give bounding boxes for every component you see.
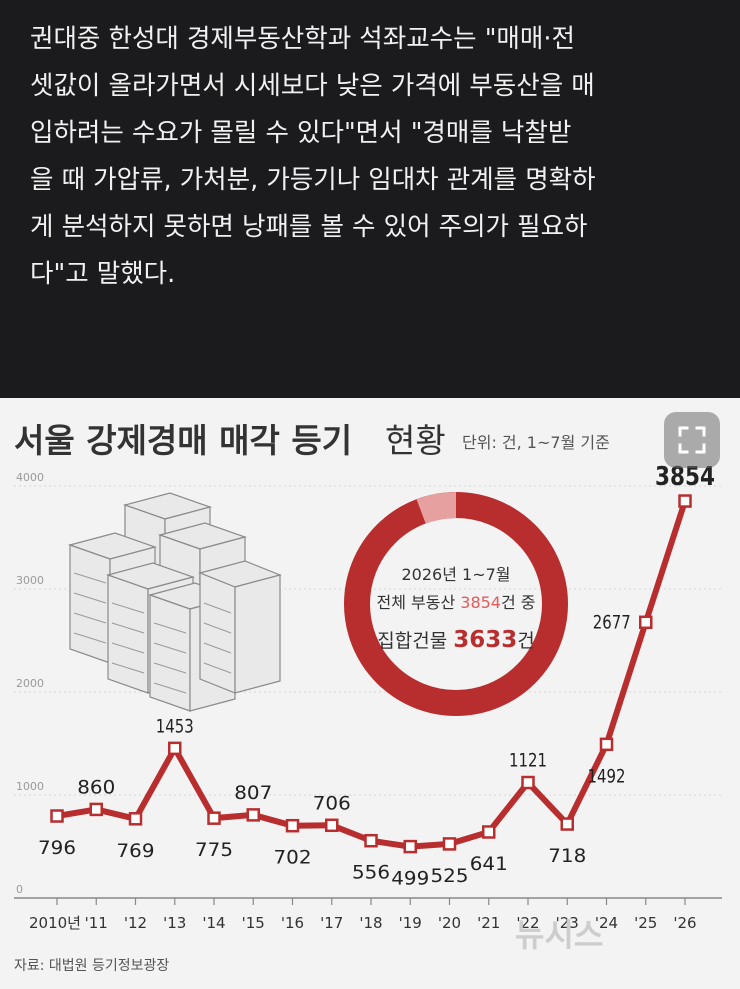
data-label: 1453 (156, 715, 194, 737)
x-tick-label: '25 (634, 914, 657, 932)
donut-total-prefix: 전체 부동산 (376, 593, 460, 612)
y-tick-label: 1000 (16, 780, 44, 793)
y-tick-label: 2000 (16, 677, 44, 690)
data-point (128, 812, 143, 826)
data-point (50, 809, 64, 823)
donut-part-prefix: 집합건물 (377, 630, 453, 652)
data-label: 796 (38, 837, 76, 859)
data-point (521, 775, 535, 790)
data-label: 702 (274, 847, 312, 869)
x-tick-label: '13 (163, 914, 186, 932)
donut-period: 2026년 1~7월 (401, 565, 510, 584)
data-markers (50, 494, 692, 854)
x-tick-label: '23 (556, 914, 579, 932)
article-line: 셋값이 올라가면서 시세보다 낮은 가격에 부동산을 매 (30, 71, 595, 101)
data-point (168, 741, 182, 756)
chart-title-suffix: 현황 (385, 421, 446, 460)
x-tick-label: '26 (673, 914, 696, 932)
data-point (246, 808, 260, 822)
x-tick-label: '18 (359, 914, 382, 932)
data-label: 1121 (509, 750, 547, 772)
chart-title: 서울 강제경매 매각 등기 (14, 421, 352, 460)
donut-total: 전체 부동산 3854건 중 (376, 593, 535, 612)
x-tick-label: '22 (516, 914, 539, 932)
data-point (560, 817, 574, 831)
x-axis-ticks: 2010년 '11 '12 '13 '14 '15 '16 '17 '18 '19 '20 '21 '2… (29, 898, 697, 932)
data-label: 775 (195, 839, 233, 861)
data-label: 556 (352, 862, 390, 884)
donut-part-suffix: 건 (517, 630, 534, 652)
data-point (482, 825, 496, 839)
data-point (639, 615, 653, 630)
x-tick-label: '17 (320, 914, 343, 932)
x-tick-label: '14 (202, 914, 225, 932)
article-line: 입하려는 수요가 몰릴 수 있다"면서 "경매를 낙찰받 (30, 118, 572, 148)
x-tick-label: '15 (242, 914, 265, 932)
data-point (89, 802, 103, 817)
data-point (325, 818, 339, 833)
data-label: 2677 (593, 611, 631, 633)
y-tick-label: 0 (16, 883, 23, 896)
x-tick-label: 2010년 (29, 914, 81, 932)
data-label: 499 (391, 868, 429, 890)
donut-total-value: 3854 (460, 593, 501, 612)
article-line: 다"고 말했다. (30, 259, 176, 289)
x-tick-label: '12 (124, 914, 147, 932)
y-axis-ticks: 0 1000 2000 3000 4000 (16, 471, 44, 896)
data-point (285, 818, 300, 833)
article-line: 을 때 가압류, 가처분, 가등기나 임대차 관계를 명확하 (30, 165, 596, 195)
x-tick-label: '16 (281, 914, 304, 932)
grid (14, 485, 722, 796)
data-point (403, 839, 417, 854)
data-point (599, 737, 614, 752)
watermark: 뉴시스 (515, 916, 603, 954)
data-label: 525 (431, 865, 469, 887)
x-tick-label: '11 (85, 914, 108, 932)
data-label: 706 (313, 792, 351, 814)
data-label: 860 (77, 776, 115, 798)
article-line: 권대중 한성대 경제부동산학과 석좌교수는 "매매·전 (30, 24, 575, 54)
expand-button[interactable] (664, 412, 720, 468)
donut-rest-segment (416, 492, 457, 524)
donut-total-suffix: 건 중 (501, 593, 536, 612)
x-tick-label: '20 (438, 914, 461, 932)
article-body: 권대중 한성대 경제부동산학과 석좌교수는 "매매·전 셋값이 올라가면서 시세… (0, 0, 740, 398)
data-label: 1492 (588, 765, 626, 787)
x-tick-label: '21 (477, 914, 500, 932)
source-note: 자료: 대법원 등기정보광장 (14, 958, 169, 974)
x-tick-label: '24 (595, 914, 618, 932)
donut-chart: 2026년 1~7월 전체 부동산 3854건 중 집합건물 3633건 (344, 492, 568, 716)
x-tick-label: '19 (399, 914, 422, 932)
donut-part-value: 3633 (453, 627, 517, 653)
data-label: 641 (470, 853, 508, 875)
donut-part: 집합건물 3633건 (377, 627, 534, 653)
line-chart: 서울 강제경매 매각 등기 현황 단위: 건, 1~7월 기준 0 1000 200… (14, 421, 722, 974)
unit-note: 단위: 건, 1~7월 기준 (462, 433, 610, 452)
expand-icon (678, 426, 706, 454)
article-line: 게 분석하지 못하면 낭패를 볼 수 있어 주의가 필요하 (30, 212, 588, 242)
infographic: 서울 강제경매 매각 등기 현황 단위: 건, 1~7월 기준 0 1000 200… (0, 398, 740, 989)
data-point (207, 811, 221, 825)
data-label: 718 (548, 845, 586, 867)
y-tick-label: 4000 (16, 471, 44, 484)
data-point (364, 833, 378, 848)
data-point (442, 837, 457, 851)
y-tick-label: 3000 (16, 574, 44, 587)
data-point (678, 494, 692, 508)
article-paragraph: 권대중 한성대 경제부동산학과 석좌교수는 "매매·전 셋값이 올라가면서 시세… (30, 16, 720, 298)
apartment-buildings-icon (67, 492, 282, 712)
data-label: 807 (234, 782, 272, 804)
data-label: 769 (117, 840, 155, 862)
